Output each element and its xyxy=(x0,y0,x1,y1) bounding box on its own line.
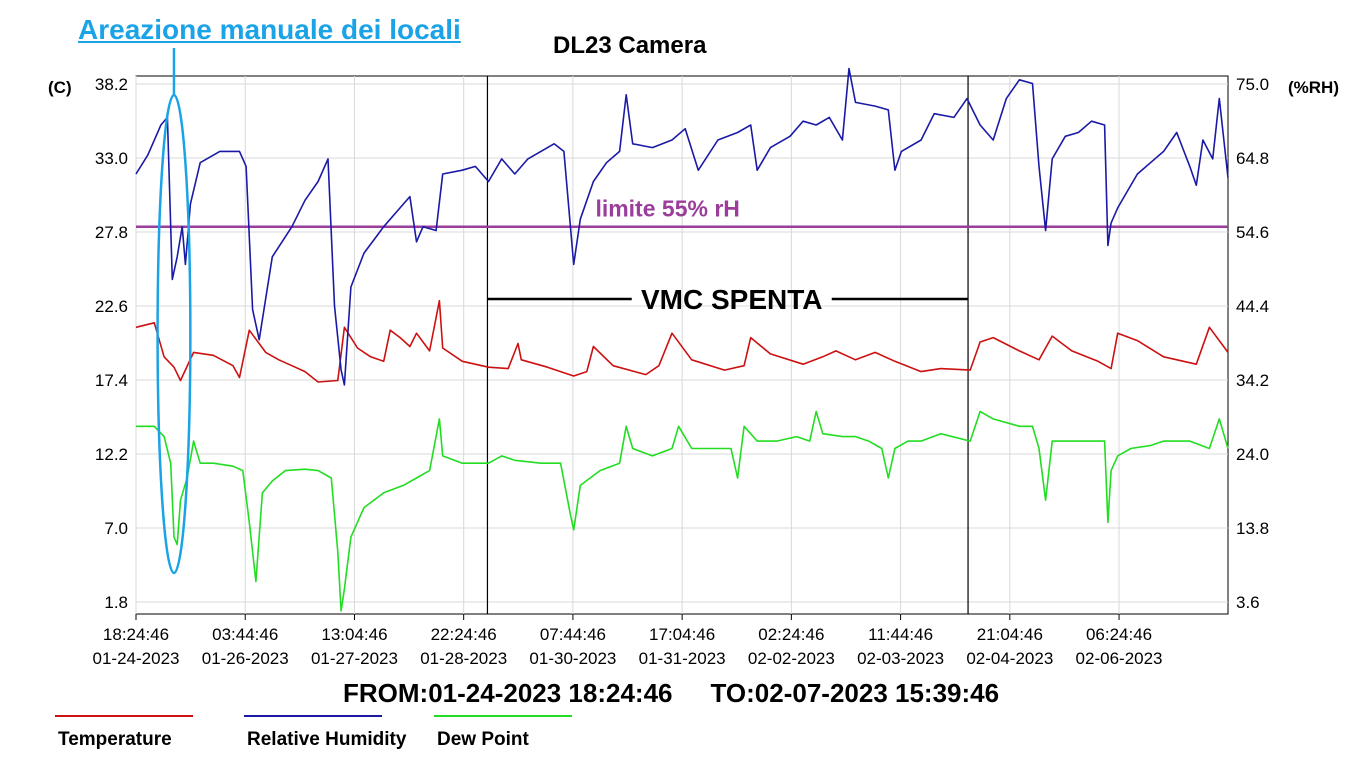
x-tick-time: 02:24:46 xyxy=(758,625,824,644)
legend-temperature-label: Temperature xyxy=(58,729,172,750)
x-tick-time: 03:44:46 xyxy=(212,625,278,644)
legend-relative-humidity-swatch xyxy=(244,715,382,717)
y2-tick-label: 24.0 xyxy=(1236,445,1269,464)
legend-dew-point-label: Dew Point xyxy=(437,729,529,750)
y2-tick-label: 44.4 xyxy=(1236,297,1269,316)
y-tick-label: 38.2 xyxy=(95,75,128,94)
x-tick-date: 02-04-2023 xyxy=(966,649,1053,668)
y2-tick-label: 54.6 xyxy=(1236,223,1269,242)
x-tick-time: 06:24:46 xyxy=(1086,625,1152,644)
date-range: FROM:01-24-2023 18:24:46 TO:02-07-2023 15… xyxy=(343,678,999,709)
series-line-dew-point xyxy=(136,410,1229,612)
x-tick-time: 13:04:46 xyxy=(321,625,387,644)
series-line-temperature xyxy=(135,299,1229,383)
left-axis-unit: (C) xyxy=(48,78,72,97)
x-tick-time: 22:24:46 xyxy=(431,625,497,644)
y-tick-label: 27.8 xyxy=(95,223,128,242)
x-tick-date: 01-30-2023 xyxy=(529,649,616,668)
y-tick-label: 7.0 xyxy=(104,519,128,538)
y2-tick-label: 3.6 xyxy=(1236,593,1260,612)
x-tick-date: 02-06-2023 xyxy=(1076,649,1163,668)
y2-tick-label: 13.8 xyxy=(1236,519,1269,538)
x-tick-time: 18:24:46 xyxy=(103,625,169,644)
x-tick-time: 11:44:46 xyxy=(868,625,933,644)
x-tick-date: 02-03-2023 xyxy=(857,649,944,668)
y-tick-label: 1.8 xyxy=(104,593,128,612)
period-label: VMC SPENTA xyxy=(641,284,823,315)
legend-dew-point-swatch xyxy=(434,715,572,717)
y-tick-label: 33.0 xyxy=(95,149,128,168)
x-tick-date: 01-26-2023 xyxy=(202,649,289,668)
x-tick-time: 07:44:46 xyxy=(540,625,606,644)
x-tick-date: 01-28-2023 xyxy=(420,649,507,668)
right-axis-unit: (%RH) xyxy=(1288,78,1339,97)
x-tick-date: 01-24-2023 xyxy=(93,649,180,668)
y2-tick-label: 75.0 xyxy=(1236,75,1269,94)
x-tick-date: 02-02-2023 xyxy=(748,649,835,668)
legend-temperature-swatch xyxy=(55,715,193,717)
y-tick-label: 12.2 xyxy=(95,445,128,464)
x-tick-date: 01-31-2023 xyxy=(639,649,726,668)
range-from: FROM:01-24-2023 18:24:46 xyxy=(343,678,673,708)
range-to: TO:02-07-2023 15:39:46 xyxy=(710,678,1000,708)
annotation-link[interactable]: Areazione manuale dei locali xyxy=(78,14,461,45)
y-tick-label: 17.4 xyxy=(95,371,128,390)
x-tick-time: 21:04:46 xyxy=(977,625,1043,644)
y-tick-label: 22.6 xyxy=(95,297,128,316)
reference-line-label: limite 55% rH xyxy=(595,196,739,222)
y2-tick-label: 64.8 xyxy=(1236,149,1269,168)
x-tick-time: 17:04:46 xyxy=(649,625,715,644)
x-tick-date: 01-27-2023 xyxy=(311,649,398,668)
legend-relative-humidity-label: Relative Humidity xyxy=(247,729,407,750)
y2-tick-label: 34.2 xyxy=(1236,371,1269,390)
chart-title: DL23 Camera xyxy=(553,32,707,59)
series-line-relative-humidity xyxy=(135,67,1229,386)
